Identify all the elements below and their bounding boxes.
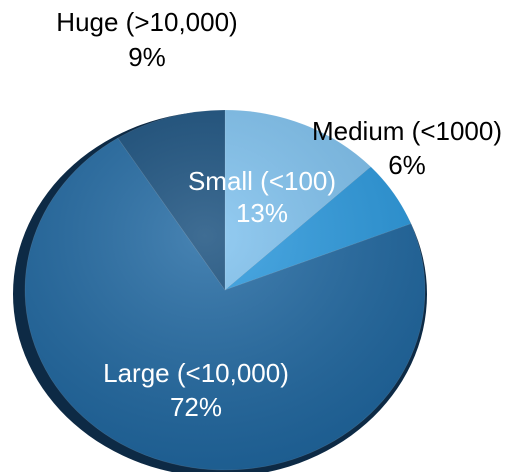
slice-label-1: Medium (<1000) xyxy=(312,116,502,146)
slice-percent-3: 9% xyxy=(128,42,166,72)
slice-label-0: Small (<100) xyxy=(188,166,336,196)
slice-label-2: Large (<10,000) xyxy=(103,358,289,388)
slice-percent-0: 13% xyxy=(236,198,288,228)
pie-labels: Small (<100)13% Medium (<1000) 6% Large (<1… xyxy=(56,7,502,422)
slice-percent-1: 6% xyxy=(388,150,426,180)
pie-slices xyxy=(24,109,426,471)
slice-percent-2: 72% xyxy=(170,392,222,422)
slice-label-3: Huge (>10,000) xyxy=(56,7,237,37)
